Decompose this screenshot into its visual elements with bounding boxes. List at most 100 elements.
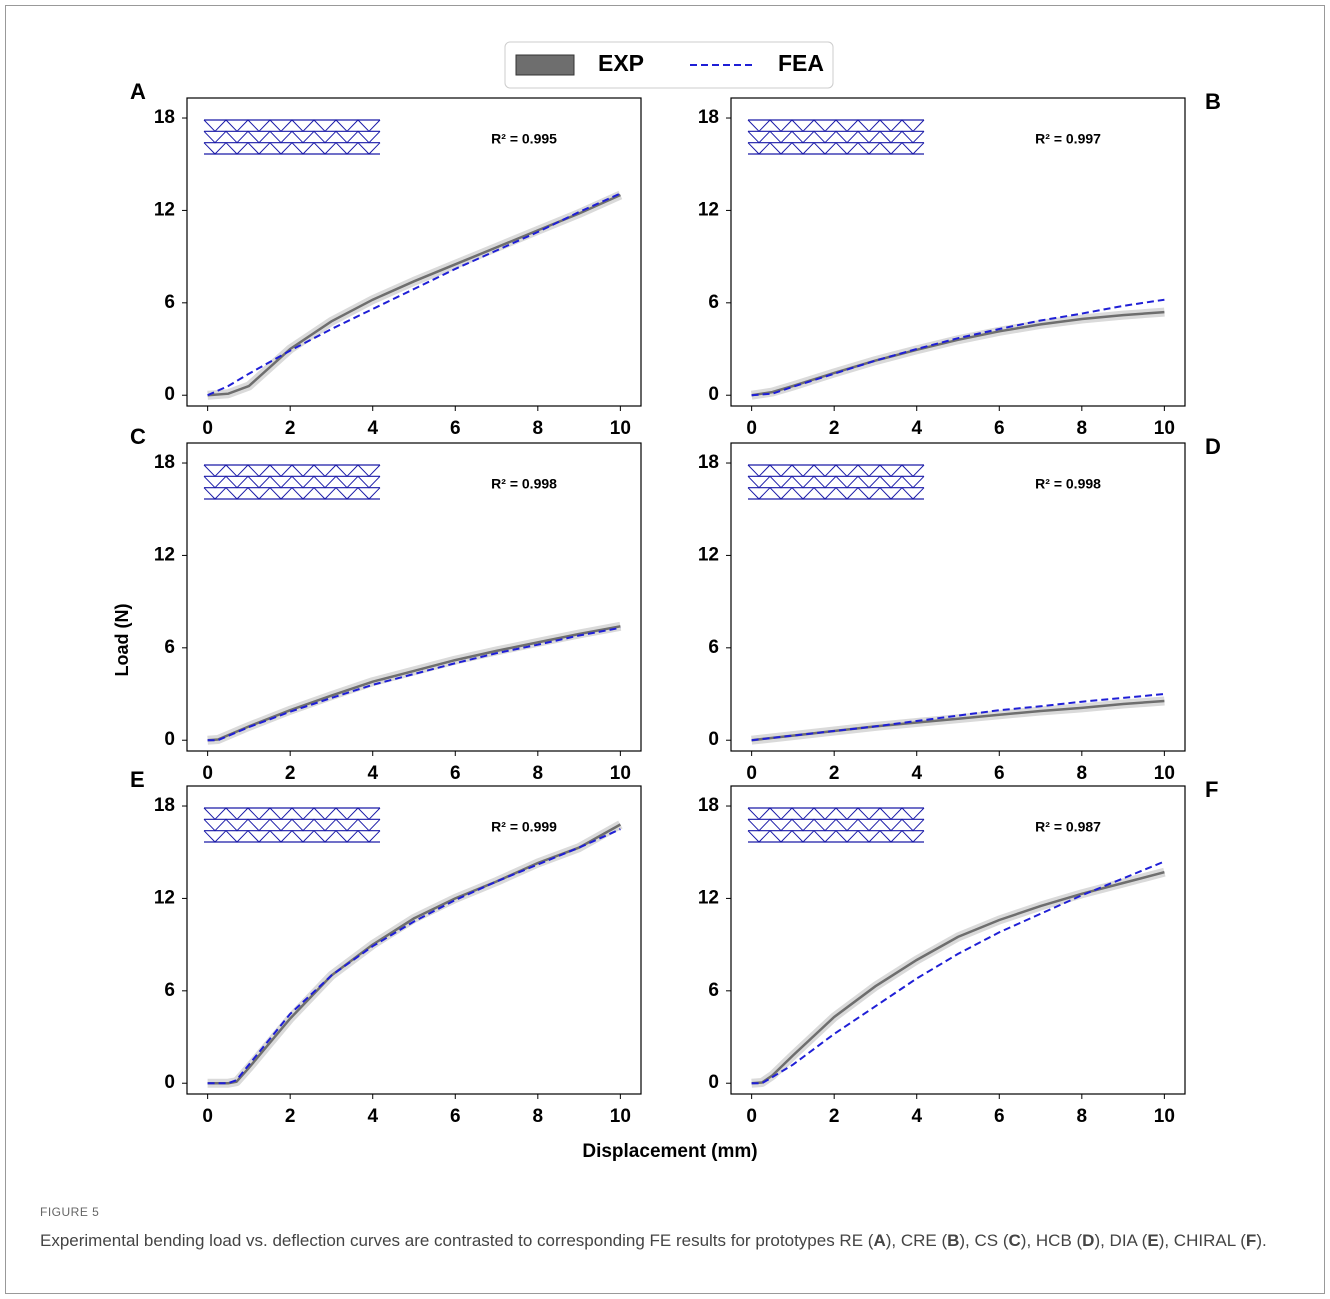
y-tick-label: 0 xyxy=(708,1072,719,1093)
inset-strut xyxy=(204,808,380,842)
y-tick-label: 12 xyxy=(698,199,719,220)
y-tick-label: 12 xyxy=(154,544,175,565)
series-band xyxy=(208,626,621,740)
y-tick-label: 0 xyxy=(164,729,175,750)
legend-swatch xyxy=(516,55,574,75)
x-tick-label: 6 xyxy=(450,1106,461,1127)
panel-label: C xyxy=(130,424,146,449)
x-tick-label: 0 xyxy=(746,1106,757,1127)
x-tick-label: 10 xyxy=(610,763,631,784)
x-tick-label: 6 xyxy=(994,1106,1005,1127)
x-tick-label: 6 xyxy=(450,763,461,784)
caption-part: ), DIA ( xyxy=(1094,1231,1147,1250)
y-tick-label: 18 xyxy=(698,452,719,473)
x-tick-label: 2 xyxy=(285,763,296,784)
series-band xyxy=(752,312,1165,395)
y-tick-label: 6 xyxy=(708,292,719,313)
series-line xyxy=(208,628,621,740)
panel: 0 2 4 6 8 10 0 6 12 18 F R² = 0.987 xyxy=(698,777,1219,1127)
panel-label: B xyxy=(1205,89,1221,114)
y-tick-label: 18 xyxy=(698,795,719,816)
annotation: R² = 0.998 xyxy=(1035,476,1101,492)
caption-part: ), CRE ( xyxy=(886,1231,947,1250)
y-tick-label: 0 xyxy=(708,384,719,405)
x-tick-label: 8 xyxy=(1077,418,1088,439)
caption: Experimental bending load vs. deflection… xyxy=(40,1227,1300,1255)
annotation: R² = 0.997 xyxy=(1035,131,1101,147)
series-band xyxy=(752,872,1165,1083)
x-tick-label: 6 xyxy=(450,418,461,439)
annotation: R² = 0.987 xyxy=(1035,819,1101,835)
chart: EXP FEA Load (N) Displacement (mm) 02468… xyxy=(0,0,1330,1299)
x-tick-label: 4 xyxy=(367,763,378,784)
x-axis-label: Displacement (mm) xyxy=(582,1141,757,1162)
plot-area xyxy=(187,786,641,1094)
x-tick-label: 8 xyxy=(1077,1106,1088,1127)
x-tick-label: 10 xyxy=(610,418,631,439)
x-tick-label: 0 xyxy=(746,418,757,439)
annotation: R² = 0.999 xyxy=(491,819,557,835)
y-tick-label: 0 xyxy=(708,729,719,750)
plot-area xyxy=(731,98,1185,406)
inset-strut xyxy=(748,465,924,499)
inset-strut xyxy=(748,808,924,842)
plot-area xyxy=(187,443,641,751)
y-tick-label: 12 xyxy=(154,887,175,908)
y-tick-label: 12 xyxy=(698,544,719,565)
legend-label: EXP xyxy=(598,50,644,76)
x-tick-label: 2 xyxy=(285,1106,296,1127)
panel: 0246810061218BR² = 0.997 xyxy=(698,89,1221,439)
x-tick-label: 8 xyxy=(533,1106,544,1127)
legend-label: FEA xyxy=(778,50,824,76)
x-tick-label: 8 xyxy=(533,418,544,439)
panel-label: A xyxy=(130,79,146,104)
y-tick-label: 6 xyxy=(164,637,175,658)
x-tick-label: 0 xyxy=(202,1106,213,1127)
y-tick-label: 6 xyxy=(164,980,175,1001)
x-tick-label: 2 xyxy=(829,763,840,784)
y-tick-label: 0 xyxy=(164,384,175,405)
x-tick-label: 8 xyxy=(533,763,544,784)
caption-part: B xyxy=(947,1231,959,1250)
annotation: R² = 0.998 xyxy=(491,476,557,492)
x-tick-label: 10 xyxy=(1154,418,1175,439)
caption-label: FIGURE 5 xyxy=(40,1205,99,1219)
panel-label: F xyxy=(1205,777,1218,802)
y-tick-label: 6 xyxy=(164,292,175,313)
x-tick-label: 10 xyxy=(1154,1106,1175,1127)
series-band xyxy=(208,195,621,395)
y-tick-label: 18 xyxy=(154,452,175,473)
annotation: R² = 0.995 xyxy=(491,131,557,147)
y-tick-label: 12 xyxy=(698,887,719,908)
panel: 0246810061218DR² = 0.998 xyxy=(698,434,1221,784)
caption-part: A xyxy=(873,1231,885,1250)
frame xyxy=(6,6,1325,1294)
caption-part: C xyxy=(1009,1231,1021,1250)
y-tick-label: 6 xyxy=(708,637,719,658)
series-line xyxy=(752,872,1165,1083)
y-tick-label: 18 xyxy=(698,107,719,128)
inset-strut xyxy=(748,120,924,154)
x-tick-label: 4 xyxy=(911,418,922,439)
x-tick-label: 6 xyxy=(994,418,1005,439)
inset-strut xyxy=(204,465,380,499)
x-tick-label: 0 xyxy=(202,418,213,439)
figure: EXP FEA Load (N) Displacement (mm) 02468… xyxy=(0,0,1330,1299)
x-tick-label: 2 xyxy=(829,1106,840,1127)
plot-area xyxy=(187,98,641,406)
series-line xyxy=(208,825,621,1084)
x-tick-label: 4 xyxy=(367,418,378,439)
caption-part: ). xyxy=(1256,1231,1266,1250)
y-tick-label: 18 xyxy=(154,107,175,128)
caption-part: ), CS ( xyxy=(959,1231,1008,1250)
inset-strut xyxy=(204,120,380,154)
y-tick-label: 6 xyxy=(708,980,719,1001)
x-tick-label: 6 xyxy=(994,763,1005,784)
caption-part: ), CHIRAL ( xyxy=(1159,1231,1246,1250)
x-tick-label: 0 xyxy=(746,763,757,784)
x-tick-label: 4 xyxy=(911,1106,922,1127)
caption-part: F xyxy=(1246,1231,1256,1250)
